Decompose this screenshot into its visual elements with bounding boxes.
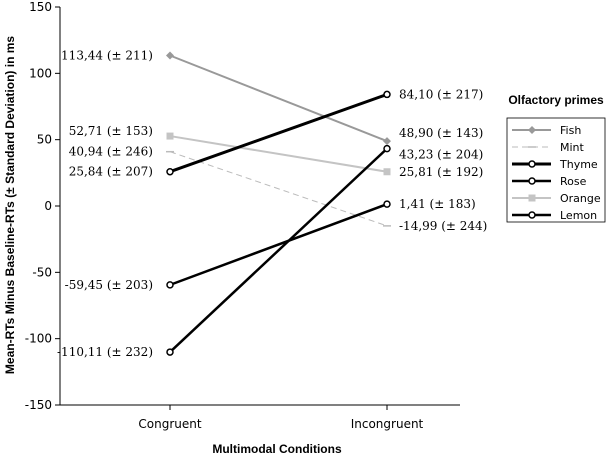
legend-label: Mint	[560, 141, 585, 154]
y-axis-title: Mean-RTs Minus Baseline-RTs (± Standard …	[3, 36, 17, 375]
series-thyme	[166, 90, 391, 176]
x-tick-label: Congruent	[138, 417, 201, 431]
point-marker	[383, 137, 391, 146]
legend-label: Rose	[560, 175, 587, 188]
point-marker	[166, 132, 174, 140]
point-marker	[166, 167, 174, 176]
data-label: -110,11 (± 232)	[57, 345, 153, 359]
series-layer	[166, 51, 391, 356]
point-marker	[528, 126, 536, 134]
data-label: 43,23 (± 204)	[399, 148, 483, 162]
data-label: -59,45 (± 203)	[65, 278, 153, 292]
data-label: 25,81 (± 192)	[399, 165, 483, 179]
legend-item-lemon: Lemon	[512, 209, 597, 222]
legend-item-fish: Fish	[512, 124, 581, 137]
y-tick-label: -50	[32, 265, 52, 279]
y-tick-label: 100	[29, 66, 52, 80]
point-marker	[166, 348, 174, 356]
point-marker	[528, 177, 536, 185]
series-line-orange	[169, 135, 388, 173]
point-marker	[383, 200, 391, 208]
legend-label: Fish	[560, 124, 581, 137]
data-label: 84,10 (± 217)	[399, 87, 483, 101]
point-marker	[166, 281, 174, 289]
x-tick-label: Incongruent	[351, 417, 424, 431]
legend-label: Lemon	[560, 209, 597, 222]
data-label: 48,90 (± 143)	[399, 126, 483, 140]
y-tick-label: -100	[25, 332, 52, 346]
series-lemon	[166, 144, 391, 356]
point-marker	[383, 168, 391, 176]
axes: 150 100 50 0 -50 -100 -150 Congruent Incongruent	[25, 0, 460, 431]
series-line-lemon	[169, 147, 388, 353]
y-tick-label: 50	[37, 133, 52, 147]
data-label: 40,94 (± 246)	[69, 145, 153, 159]
point-marker	[528, 194, 536, 202]
series-line-rose	[169, 202, 388, 287]
data-label: 25,84 (± 207)	[69, 165, 153, 179]
data-label: 113,44 (± 211)	[61, 49, 153, 63]
point-marker	[383, 144, 391, 153]
legend-label: Orange	[560, 192, 601, 205]
legend-item-thyme: Thyme	[512, 158, 598, 171]
point-marker	[528, 160, 536, 168]
series-rose	[166, 200, 391, 289]
y-tick-label: 150	[29, 0, 52, 14]
point-marker	[528, 211, 536, 219]
point-marker	[383, 90, 391, 99]
series-mint	[166, 150, 391, 227]
data-label: -14,99 (± 244)	[399, 219, 487, 233]
data-labels: 113,44 (± 211) 48,90 (± 143) 40,94 (± 246)…	[57, 49, 487, 360]
x-axis-title: Multimodal Conditions	[212, 442, 342, 454]
legend-title: Olfactory primes	[508, 93, 604, 107]
legend-label: Thyme	[559, 158, 598, 171]
series-line-thyme	[169, 93, 388, 174]
series-line-mint	[169, 151, 388, 227]
y-tick-label: -150	[25, 398, 52, 412]
series-line-fish	[169, 54, 388, 143]
legend: Fish Mint Thyme Rose Orange Lemon	[506, 117, 606, 223]
series-fish	[166, 51, 391, 146]
series-orange	[166, 132, 391, 176]
legend-item-rose: Rose	[512, 175, 587, 188]
point-marker	[166, 51, 174, 60]
y-tick-label: 0	[44, 199, 52, 213]
data-label: 1,41 (± 183)	[399, 197, 476, 211]
legend-box	[506, 117, 606, 223]
legend-item-orange: Orange	[512, 192, 601, 205]
legend-item-mint: Mint	[512, 141, 585, 154]
data-label: 52,71 (± 153)	[69, 124, 153, 138]
